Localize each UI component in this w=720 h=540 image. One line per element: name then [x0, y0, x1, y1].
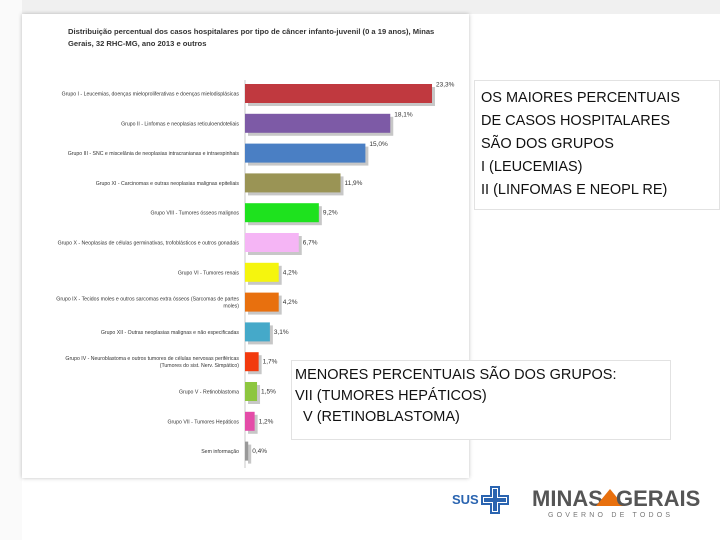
- category-label: Grupo XII - Outras neoplasias malignas e…: [101, 330, 240, 336]
- sus-cross-icon: [481, 486, 509, 514]
- category-label: Grupo II - Linfomas e neoplasias reticul…: [121, 121, 239, 127]
- callout-bottom-line: VII (TUMORES HEPÁTICOS): [295, 388, 487, 404]
- bar: [245, 441, 249, 461]
- logo-word-gerais: GERAIS: [616, 486, 700, 511]
- bar: [245, 233, 299, 252]
- bar: [245, 173, 341, 193]
- category-label: Grupo IV - Neuroblastoma e outros tumore…: [65, 356, 239, 369]
- value-label: 23,3%: [436, 82, 455, 89]
- value-label: 6,7%: [303, 240, 318, 247]
- category-label: Grupo IX - Tecidos moles e outros sarcom…: [56, 297, 239, 310]
- category-label: Sem informação: [201, 449, 239, 455]
- value-label: 1,7%: [263, 359, 278, 366]
- chart-title: Distribuição percentual dos casos hospit…: [68, 27, 435, 48]
- top-bar: [0, 0, 720, 14]
- bar: [245, 84, 432, 103]
- category-label: Grupo XI - Carcinomas e outras neoplasia…: [96, 181, 240, 187]
- value-label: 1,5%: [261, 389, 276, 396]
- value-label: 11,9%: [345, 180, 363, 187]
- minas-gerais-logo: MINAS GERAIS GOVERNO DE TODOS: [532, 486, 700, 519]
- callout-bottom-line: MENORES PERCENTUAIS SÃO DOS GRUPOS:: [295, 367, 617, 383]
- callout-top-line: SÃO DOS GRUPOS: [481, 136, 614, 152]
- callout-bottom-line: V (RETINOBLASTOMA): [303, 409, 460, 425]
- bar: [245, 322, 270, 342]
- category-label: Grupo VII - Tumores Hepáticos: [168, 419, 240, 425]
- bar: [245, 113, 391, 133]
- bar: [245, 411, 255, 431]
- logo-subtitle: GOVERNO DE TODOS: [548, 512, 673, 519]
- callout-smallest-groups: MENORES PERCENTUAIS SÃO DOS GRUPOS: VII …: [291, 360, 671, 440]
- category-label: Grupo X - Neoplasias de células germinat…: [58, 241, 240, 247]
- category-label: Grupo III - SNC e miscelânia de neoplasi…: [68, 151, 240, 157]
- category-label: Grupo I - Leucemias, doenças mieloprolif…: [62, 92, 240, 98]
- bars-group: 23,3% Grupo I - Leucemias, doenças mielop…: [56, 82, 455, 464]
- bar: [245, 292, 279, 312]
- category-label: Grupo VIII - Tumores ósseos malignos: [150, 211, 239, 217]
- category-label: Grupo VI - Tumores renais: [178, 270, 240, 276]
- callout-largest-groups: OS MAIORES PERCENTUAIS DE CASOS HOSPITAL…: [474, 80, 720, 210]
- value-label: 0,4%: [252, 448, 267, 455]
- callout-top-line: OS MAIORES PERCENTUAIS: [481, 90, 681, 106]
- sus-logo-text: SUS: [452, 492, 479, 507]
- value-label: 9,2%: [323, 210, 338, 217]
- bar: [245, 382, 258, 401]
- value-label: 18,1%: [394, 111, 413, 118]
- callout-top-line: I (LEUCEMIAS): [481, 159, 583, 175]
- category-label: Grupo V - Retinoblastoma: [179, 390, 239, 396]
- value-label: 15,0%: [369, 141, 388, 148]
- logo-triangle-icon: [596, 489, 624, 506]
- sus-logo: SUS: [452, 486, 509, 514]
- value-label: 4,2%: [283, 299, 298, 306]
- bar: [245, 262, 279, 282]
- callout-top-line: DE CASOS HOSPITALARES: [481, 113, 671, 129]
- left-decoration: [0, 0, 22, 540]
- value-label: 3,1%: [274, 329, 289, 336]
- bar-shadow: [248, 444, 252, 464]
- value-label: 4,2%: [283, 269, 298, 276]
- logo-word-minas: MINAS: [532, 486, 603, 511]
- callout-top-line: II (LINFOMAS E NEOPL RE): [481, 182, 668, 198]
- bar: [245, 143, 366, 163]
- bar: [245, 352, 259, 372]
- bar: [245, 203, 319, 223]
- value-label: 1,2%: [259, 418, 274, 425]
